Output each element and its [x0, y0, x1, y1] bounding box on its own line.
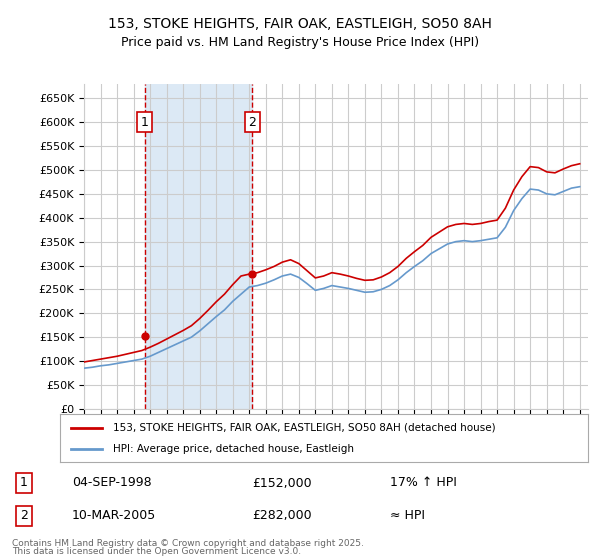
Bar: [145, 84, 253, 409]
Text: This data is licensed under the Open Government Licence v3.0.: This data is licensed under the Open Gov…: [12, 548, 301, 557]
Text: 153, STOKE HEIGHTS, FAIR OAK, EASTLEIGH, SO50 8AH: 153, STOKE HEIGHTS, FAIR OAK, EASTLEIGH,…: [108, 17, 492, 31]
Text: Contains HM Land Registry data © Crown copyright and database right 2025.: Contains HM Land Registry data © Crown c…: [12, 539, 364, 548]
Text: 2: 2: [248, 116, 256, 129]
Text: 17% ↑ HPI: 17% ↑ HPI: [390, 477, 457, 489]
Text: Price paid vs. HM Land Registry's House Price Index (HPI): Price paid vs. HM Land Registry's House …: [121, 36, 479, 49]
Text: £152,000: £152,000: [252, 477, 311, 489]
Text: HPI: Average price, detached house, Eastleigh: HPI: Average price, detached house, East…: [113, 444, 354, 454]
Text: 10-MAR-2005: 10-MAR-2005: [72, 509, 156, 522]
Text: £282,000: £282,000: [252, 509, 311, 522]
Text: 2: 2: [20, 509, 28, 522]
Text: 1: 1: [20, 477, 28, 489]
Text: 1: 1: [141, 116, 149, 129]
Text: 153, STOKE HEIGHTS, FAIR OAK, EASTLEIGH, SO50 8AH (detached house): 153, STOKE HEIGHTS, FAIR OAK, EASTLEIGH,…: [113, 423, 496, 433]
Text: 04-SEP-1998: 04-SEP-1998: [72, 477, 152, 489]
Text: ≈ HPI: ≈ HPI: [390, 509, 425, 522]
